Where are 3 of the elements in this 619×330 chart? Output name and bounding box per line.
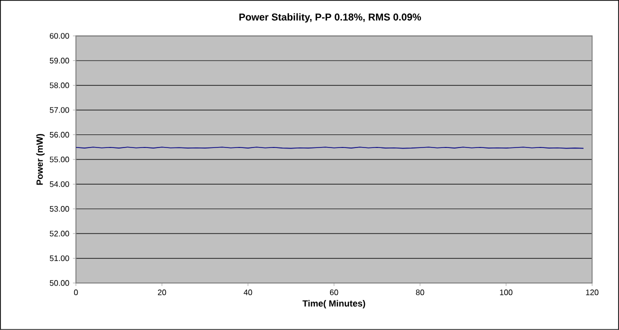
y-axis-title: Power (mW) (36, 134, 45, 185)
x-axis-title: Time( Minutes) (302, 300, 366, 308)
chart-title: Power Stability, P-P 0.18%, RMS 0.09% (239, 13, 422, 23)
